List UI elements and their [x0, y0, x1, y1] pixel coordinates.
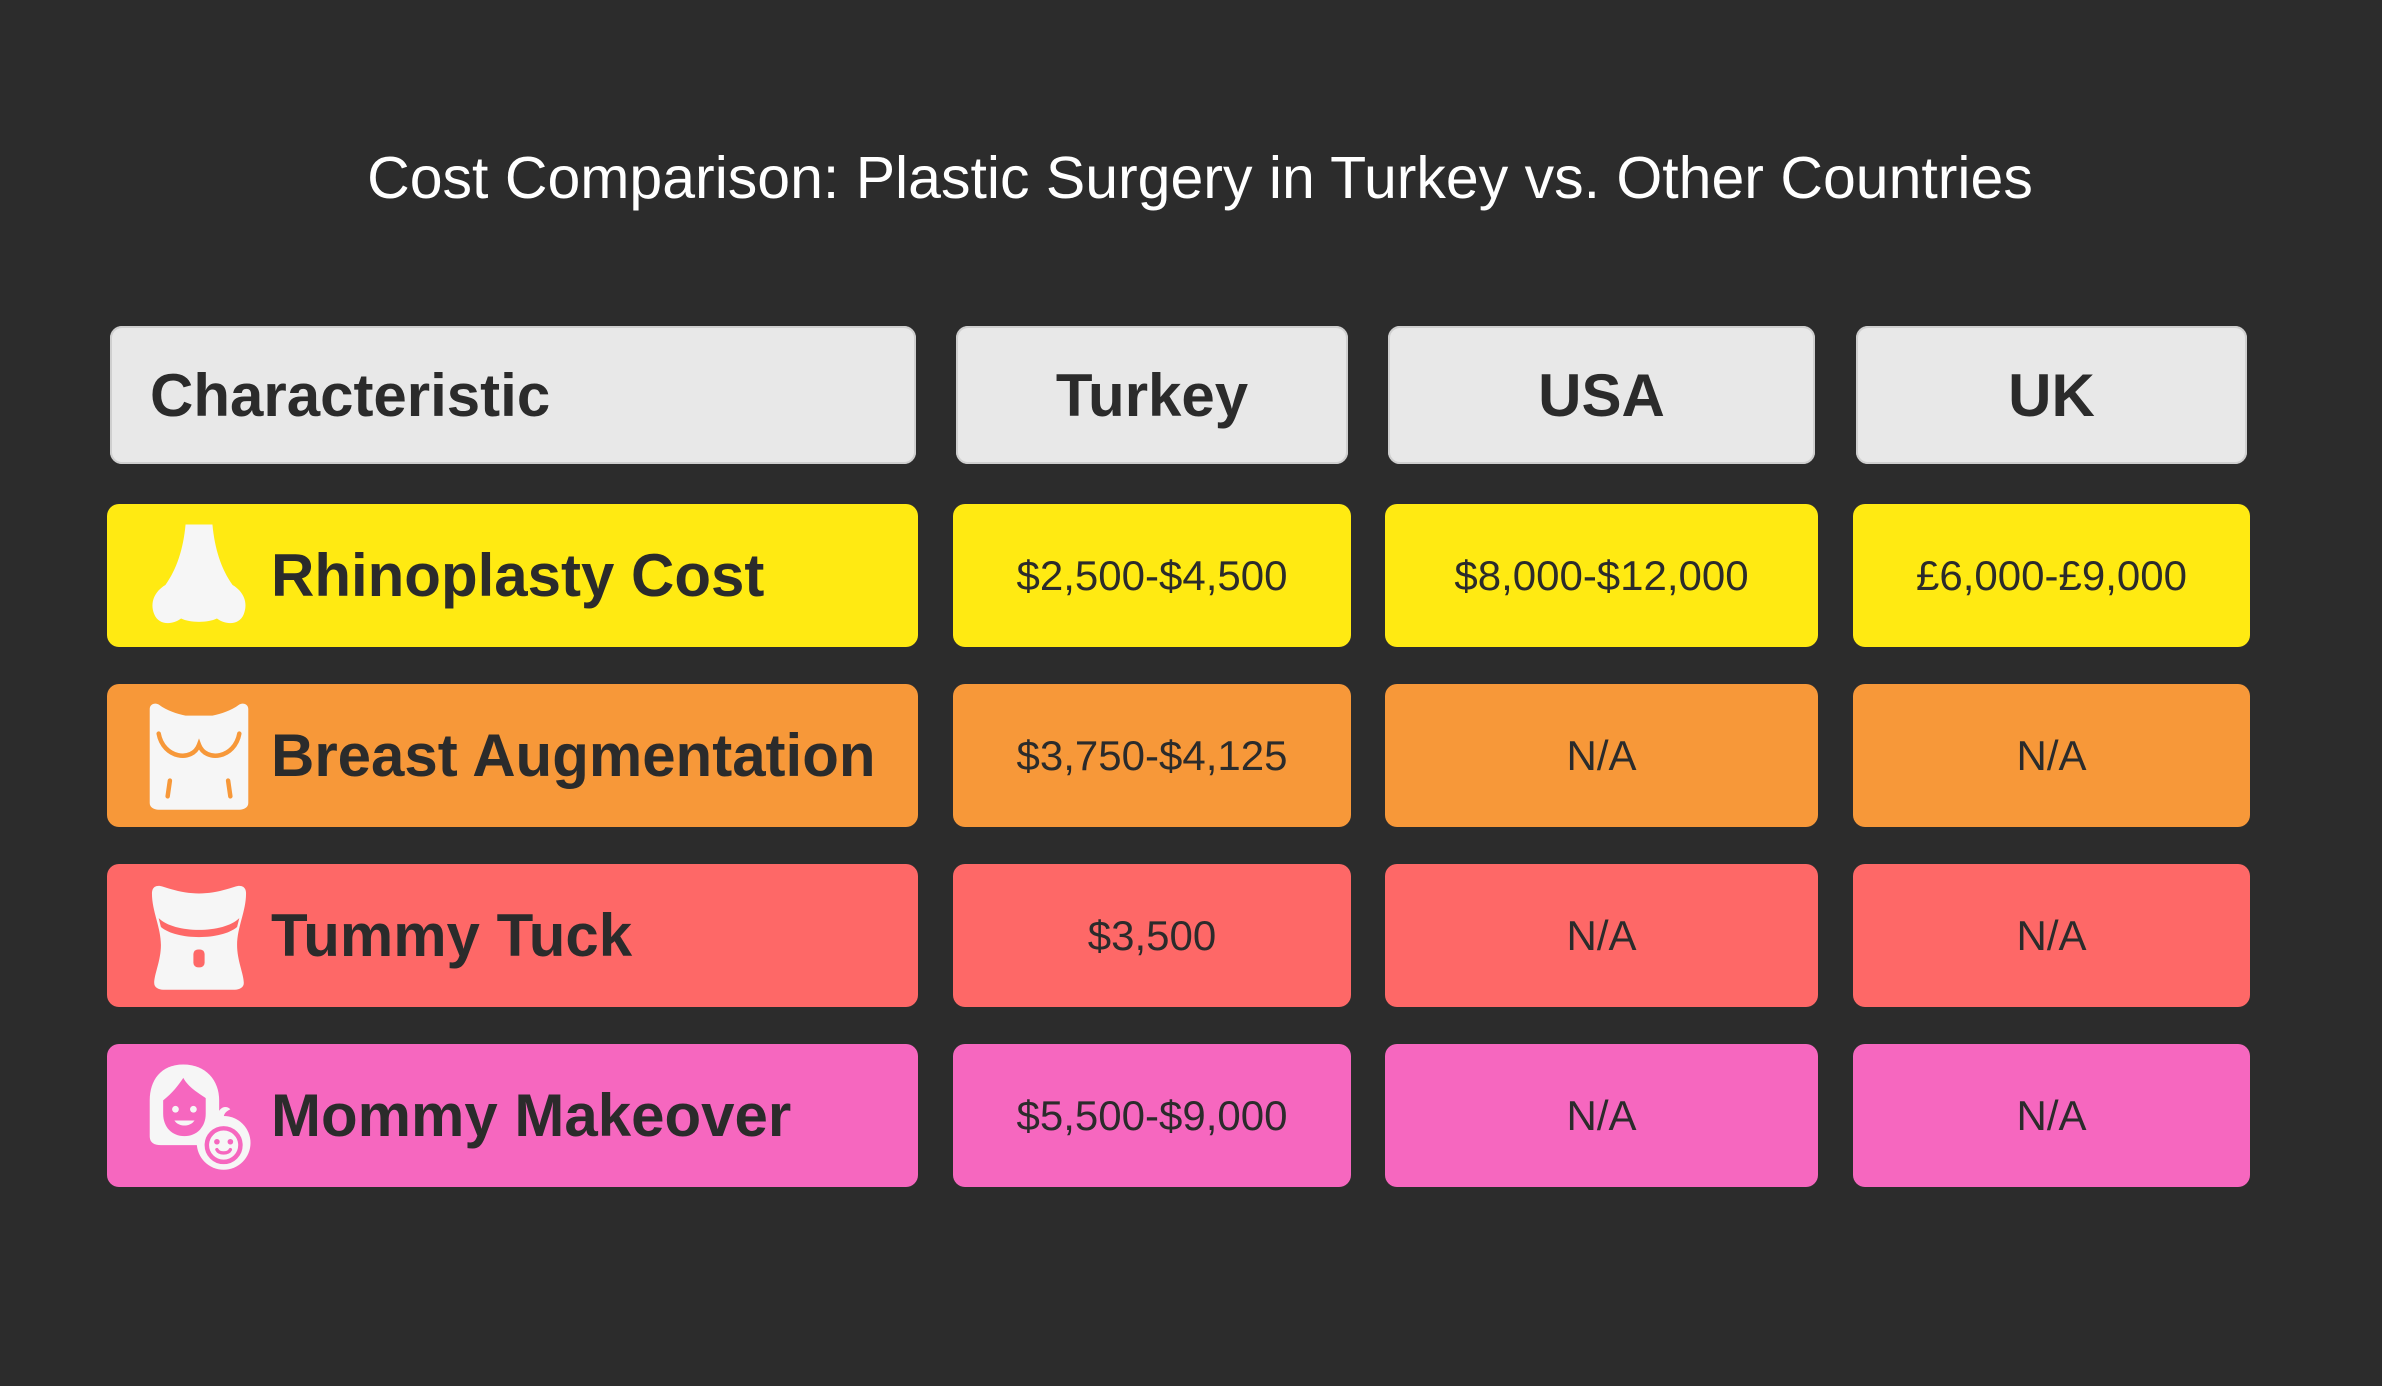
- value-rhinoplasty-usa: $8,000-$12,000: [1385, 504, 1818, 647]
- header-turkey: Turkey: [956, 326, 1348, 464]
- value-mommy-turkey: $5,500-$9,000: [953, 1044, 1351, 1187]
- header-uk: UK: [1856, 326, 2247, 464]
- abdomen-icon: [143, 880, 255, 992]
- value-rhinoplasty-turkey: $2,500-$4,500: [953, 504, 1351, 647]
- value-tummy-usa: N/A: [1385, 864, 1818, 1007]
- value-breast-uk: N/A: [1853, 684, 2250, 827]
- value-breast-usa: N/A: [1385, 684, 1818, 827]
- row-label-breast-augmentation: Breast Augmentation: [107, 684, 918, 827]
- nose-icon: [143, 520, 255, 632]
- value-mommy-usa: N/A: [1385, 1044, 1818, 1187]
- row-label-tummy-tuck: Tummy Tuck: [107, 864, 918, 1007]
- row-label-text: Breast Augmentation: [271, 722, 876, 789]
- value-tummy-uk: N/A: [1853, 864, 2250, 1007]
- header-usa: USA: [1388, 326, 1815, 464]
- row-label-mommy-makeover: Mommy Makeover: [107, 1044, 918, 1187]
- row-label-rhinoplasty: Rhinoplasty Cost: [107, 504, 918, 647]
- mother-baby-icon: [143, 1060, 255, 1172]
- row-label-text: Tummy Tuck: [271, 902, 633, 969]
- torso-icon: [143, 700, 255, 812]
- header-characteristic: Characteristic: [110, 326, 916, 464]
- value-breast-turkey: $3,750-$4,125: [953, 684, 1351, 827]
- value-tummy-turkey: $3,500: [953, 864, 1351, 1007]
- row-label-text: Rhinoplasty Cost: [271, 542, 765, 609]
- value-rhinoplasty-uk: £6,000-£9,000: [1853, 504, 2250, 647]
- value-mommy-uk: N/A: [1853, 1044, 2250, 1187]
- chart-title: Cost Comparison: Plastic Surgery in Turk…: [367, 145, 2033, 211]
- row-label-text: Mommy Makeover: [271, 1082, 792, 1149]
